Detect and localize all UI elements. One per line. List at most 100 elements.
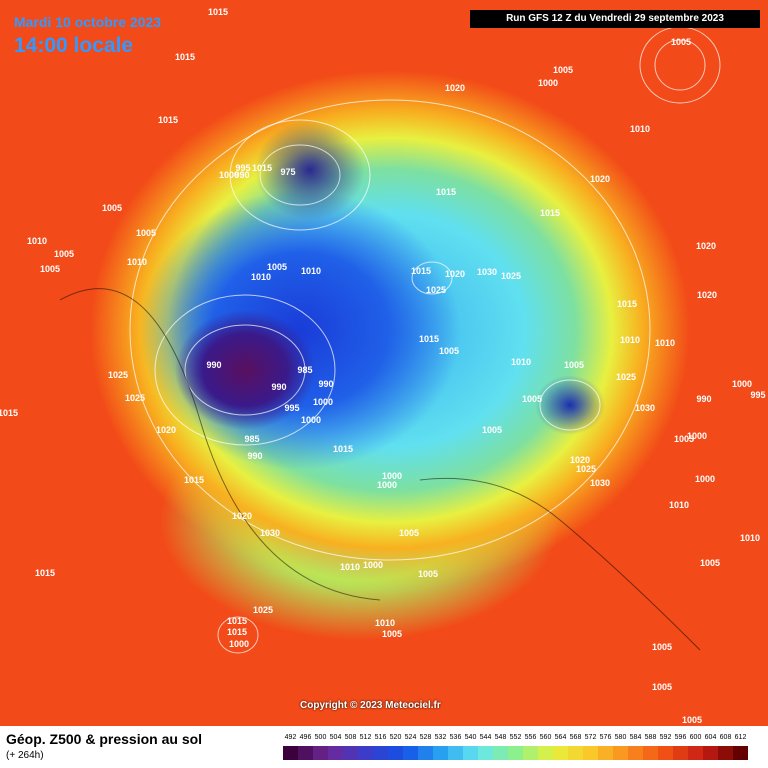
isobar-label: 1015: [418, 334, 440, 344]
scale-swatch: [643, 746, 658, 760]
isobar-label: 1020: [695, 241, 717, 251]
isobar-label: 1000: [694, 474, 716, 484]
scale-value: 604: [704, 734, 717, 741]
scale-value: 552: [509, 734, 522, 741]
isobar-label: 1005: [481, 425, 503, 435]
isobar-label: 990: [696, 394, 712, 404]
scale-swatch: [313, 746, 328, 760]
isobar-label: 1015: [332, 444, 354, 454]
isobar-label: 1000: [537, 78, 559, 88]
isobar-label: 990: [271, 382, 287, 392]
isobar-label: 1005: [135, 228, 157, 238]
forecast-date: Mardi 10 octobre 2023: [14, 14, 162, 30]
scale-swatch: [418, 746, 433, 760]
isobar-label: 1000: [300, 415, 322, 425]
scale-value: 500: [314, 734, 327, 741]
isobar-label: 1005: [521, 394, 543, 404]
isobar-label: 1025: [124, 393, 146, 403]
isobar-label: 1005: [673, 434, 695, 444]
isobar-label: 1005: [670, 37, 692, 47]
scale-swatch: [553, 746, 568, 760]
isobar-label: 1020: [696, 290, 718, 300]
isobar-label: 1020: [444, 269, 466, 279]
isobar-label: 995: [750, 390, 766, 400]
scale-value: 540: [464, 734, 477, 741]
isobar-label: 1005: [417, 569, 439, 579]
scale-value: 608: [719, 734, 732, 741]
scale-value: 596: [674, 734, 687, 741]
isobar-label: 1005: [398, 528, 420, 538]
legend: Géop. Z500 & pression au sol (+ 264h) 49…: [0, 726, 768, 768]
scale-value: 560: [539, 734, 552, 741]
isobar-label: 1015: [539, 208, 561, 218]
scale-swatch: [358, 746, 373, 760]
scale-swatch: [298, 746, 313, 760]
isobar-label: 1015: [226, 616, 248, 626]
scale-value: 600: [689, 734, 702, 741]
scale-swatch: [283, 746, 298, 760]
scale-value: 496: [299, 734, 312, 741]
scale-swatch: [658, 746, 673, 760]
isobar-label: 1010: [654, 338, 676, 348]
isobar-label: 1030: [589, 478, 611, 488]
scale-swatch: [343, 746, 358, 760]
isobar-label: 1005: [381, 629, 403, 639]
isobar-label: 1015: [251, 163, 273, 173]
scale-swatch: [568, 746, 583, 760]
scale-swatch: [463, 746, 478, 760]
isobar-label: 1010: [374, 618, 396, 628]
scale-swatch: [493, 746, 508, 760]
scale-value: 584: [629, 734, 642, 741]
isobar-label: 1000: [381, 471, 403, 481]
lead-time: (+ 264h): [6, 750, 44, 761]
isobar-label: 1010: [339, 562, 361, 572]
isobar-label: 1020: [231, 511, 253, 521]
isobar-label: 1025: [615, 372, 637, 382]
isobar-label: 1005: [552, 65, 574, 75]
scale-swatch: [583, 746, 598, 760]
isobar-label: 990: [318, 379, 334, 389]
isobar-label: 1010: [629, 124, 651, 134]
isobar-label: 1005: [563, 360, 585, 370]
isobar-label: 1015: [435, 187, 457, 197]
isobar-label: 1030: [634, 403, 656, 413]
isobar-label: 1020: [444, 83, 466, 93]
scale-swatch: [433, 746, 448, 760]
scale-value: 568: [569, 734, 582, 741]
scale-value: 492: [284, 734, 297, 741]
run-info: Run GFS 12 Z du Vendredi 29 septembre 20…: [470, 10, 760, 28]
isobar-label: 1015: [0, 408, 19, 418]
isobar-label: 1030: [259, 528, 281, 538]
isobar-label: 1025: [425, 285, 447, 295]
isobar-label: 1000: [362, 560, 384, 570]
scale-swatch: [403, 746, 418, 760]
isobar-label: 1015: [410, 266, 432, 276]
scale-value: 524: [404, 734, 417, 741]
scale-swatch: [538, 746, 553, 760]
scale-value: 532: [434, 734, 447, 741]
isobar-label: 1005: [651, 642, 673, 652]
scale-value: 564: [554, 734, 567, 741]
scale-swatch: [688, 746, 703, 760]
legend-title: Géop. Z500 & pression au sol: [6, 731, 203, 747]
weather-map: Mardi 10 octobre 2023 14:00 locale Run G…: [0, 0, 768, 726]
scale-value: 504: [329, 734, 342, 741]
scale-swatch: [373, 746, 388, 760]
isobar-label: 1025: [107, 370, 129, 380]
scale-swatch: [673, 746, 688, 760]
isobar-label: 1005: [266, 262, 288, 272]
isobar-label: 1000: [376, 480, 398, 490]
scale-value: 516: [374, 734, 387, 741]
isobar-label: 990: [247, 451, 263, 461]
isobar-label: 1025: [252, 605, 274, 615]
isobar-label: 1000: [218, 170, 240, 180]
scale-swatch: [448, 746, 463, 760]
isobar-label: 1020: [569, 455, 591, 465]
isobar-label: 1015: [183, 475, 205, 485]
isobar-label: 1025: [575, 464, 597, 474]
isobar-label: 1005: [681, 715, 703, 725]
isobar-label: 1010: [619, 335, 641, 345]
isobar-label: 1015: [174, 52, 196, 62]
isobar-label: 1015: [226, 627, 248, 637]
